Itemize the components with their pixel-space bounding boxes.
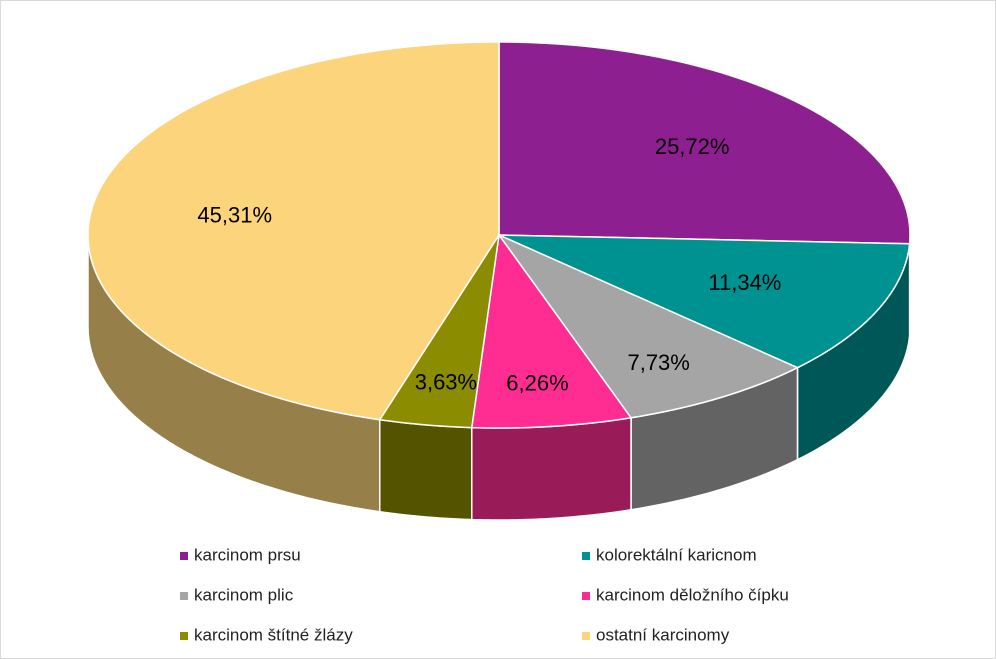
legend-label: karcinom děložního čípku: [596, 585, 789, 604]
pie-slice: [498, 41, 911, 245]
legend-swatch: [582, 592, 590, 600]
data-label: 45,31%: [197, 202, 272, 227]
data-label: 25,72%: [655, 134, 730, 159]
pie-side: [471, 416, 632, 521]
legend-label: karcinom prsu: [194, 545, 301, 564]
pie-slice: [378, 234, 500, 429]
pie-slice: [498, 234, 911, 369]
data-label: 6,26%: [506, 371, 568, 396]
legend-label: kolorektální karicnom: [596, 545, 757, 564]
legend-label: karcinom plic: [194, 585, 294, 604]
pie-slice: [87, 41, 500, 421]
legend-label: ostatní karcinomy: [596, 625, 730, 644]
pie-slice: [470, 233, 633, 429]
pie-side: [378, 418, 473, 521]
legend-swatch: [180, 632, 188, 640]
data-label: 3,63%: [415, 370, 477, 395]
legend-swatch: [582, 632, 590, 640]
legend-swatch: [180, 552, 188, 560]
legend-swatch: [582, 552, 590, 560]
data-label: 7,73%: [627, 350, 689, 375]
legend-swatch: [180, 592, 188, 600]
pie-slice: [496, 233, 800, 419]
legend-label: karcinom štítné žlázy: [194, 625, 353, 644]
data-label: 11,34%: [708, 270, 781, 295]
